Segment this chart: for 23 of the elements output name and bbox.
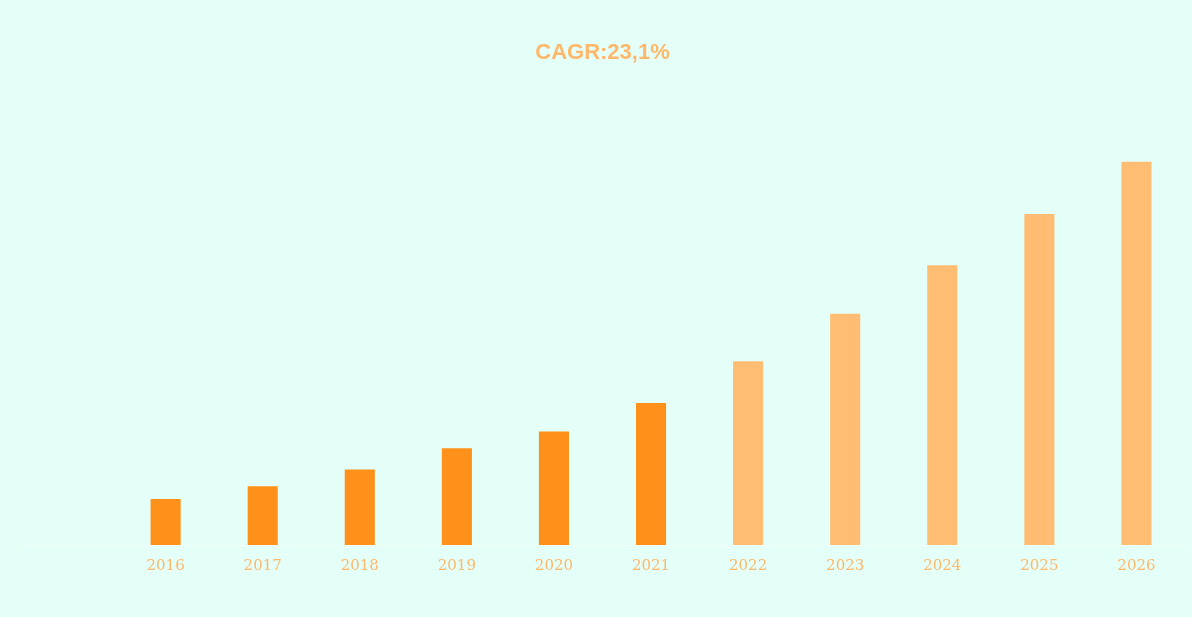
bar <box>927 265 958 545</box>
x-tick-label: 2023 <box>826 555 865 574</box>
bar <box>150 498 181 545</box>
bar <box>344 469 375 545</box>
bar <box>733 361 764 545</box>
bar <box>635 403 667 545</box>
x-tick-label: 2016 <box>146 555 185 574</box>
bar <box>441 448 472 545</box>
bar <box>538 431 570 545</box>
bar <box>247 486 278 545</box>
x-tick-label: 2021 <box>631 555 671 574</box>
x-tick-label: 2020 <box>534 555 574 574</box>
x-tick-label: 2024 <box>923 555 962 574</box>
bar <box>1024 213 1055 545</box>
chart-title: CAGR:23,1% <box>535 39 670 65</box>
x-tick-label: 2017 <box>243 555 282 574</box>
x-tick-label: 2026 <box>1117 555 1156 574</box>
x-tick-label: 2018 <box>340 555 379 574</box>
x-tick-label: 2019 <box>437 555 476 574</box>
x-tick-label: 2025 <box>1020 555 1059 574</box>
bar <box>830 313 861 545</box>
bar <box>1121 161 1152 545</box>
x-tick-label: 2022 <box>729 555 768 574</box>
